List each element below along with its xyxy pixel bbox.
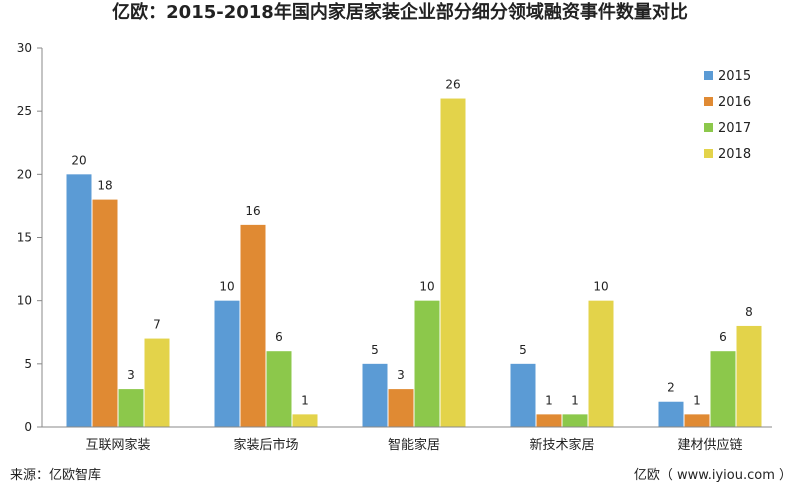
- bar-2015-0: [66, 174, 92, 427]
- legend-swatch-2016: [704, 97, 713, 106]
- category-label: 智能家居: [388, 437, 440, 453]
- bar-2015-1: [214, 300, 240, 427]
- category-label: 互联网家装: [85, 437, 150, 453]
- bar-2018-1: [292, 414, 318, 427]
- x-axis: 互联网家装 家装后市场 智能家居 新技术家居 建材供应链: [42, 426, 772, 453]
- data-label: 5: [371, 343, 379, 357]
- legend: 2015 2016 2017 2018: [704, 69, 751, 162]
- bar-2016-2: [388, 389, 414, 427]
- bar-2017-4: [710, 351, 736, 427]
- data-label: 6: [719, 330, 727, 344]
- data-label: 2: [667, 381, 675, 395]
- bar-2017-0: [118, 389, 144, 427]
- bar-2018-0: [144, 338, 170, 427]
- data-label: 10: [419, 280, 434, 294]
- legend-label: 2017: [718, 121, 751, 136]
- y-tick-label: 30: [17, 41, 32, 55]
- legend-swatch-2018: [704, 149, 713, 158]
- legend-label: 2016: [718, 95, 751, 110]
- legend-swatch-2017: [704, 123, 713, 132]
- category-label: 建材供应链: [677, 437, 742, 453]
- data-label: 1: [693, 393, 701, 407]
- bar-2018-3: [588, 300, 614, 427]
- category-label: 新技术家居: [529, 437, 594, 453]
- y-tick-label: 10: [17, 294, 32, 308]
- data-label: 1: [301, 393, 309, 407]
- y-tick-label: 0: [24, 420, 32, 434]
- legend-label: 2018: [718, 147, 751, 162]
- bar-2018-4: [736, 325, 762, 427]
- data-label: 10: [593, 280, 608, 294]
- bar-2018-2: [440, 98, 466, 428]
- data-label: 3: [397, 368, 405, 382]
- y-tick-label: 20: [17, 167, 32, 181]
- y-tick-label: 15: [17, 231, 32, 245]
- data-label: 20: [71, 153, 86, 167]
- bar-2015-4: [658, 401, 684, 427]
- data-label: 7: [153, 318, 161, 332]
- bar-2016-3: [536, 414, 562, 427]
- y-tick-label: 5: [24, 357, 32, 371]
- legend-swatch-2015: [704, 71, 713, 80]
- data-label: 5: [519, 343, 527, 357]
- legend-label: 2015: [718, 69, 751, 84]
- data-label: 1: [545, 393, 553, 407]
- data-label: 1: [571, 393, 579, 407]
- bar-2016-4: [684, 414, 710, 427]
- bar-2015-2: [362, 363, 388, 427]
- bar-2016-0: [92, 199, 118, 427]
- y-axis: 0 5 10 15 20 25 30: [17, 41, 43, 434]
- bar-2017-1: [266, 351, 292, 427]
- data-label: 16: [245, 204, 260, 218]
- data-label: 26: [445, 78, 460, 92]
- bar-2017-2: [414, 300, 440, 427]
- y-tick-label: 25: [17, 104, 32, 118]
- bar-2017-3: [562, 414, 588, 427]
- chart-title: 亿欧：2015-2018年国内家居家装企业部分细分领域融资事件数量对比: [112, 2, 688, 23]
- data-label: 3: [127, 368, 135, 382]
- data-label: 18: [97, 179, 112, 193]
- bar-2016-1: [240, 224, 266, 427]
- credit-note: 亿欧（ www.iyiou.com ）: [633, 468, 792, 483]
- data-label: 10: [219, 280, 234, 294]
- data-label: 6: [275, 330, 283, 344]
- source-note: 来源：亿欧智库: [10, 468, 102, 483]
- data-label: 8: [745, 305, 753, 319]
- bar-2015-3: [510, 363, 536, 427]
- category-label: 家装后市场: [233, 437, 298, 453]
